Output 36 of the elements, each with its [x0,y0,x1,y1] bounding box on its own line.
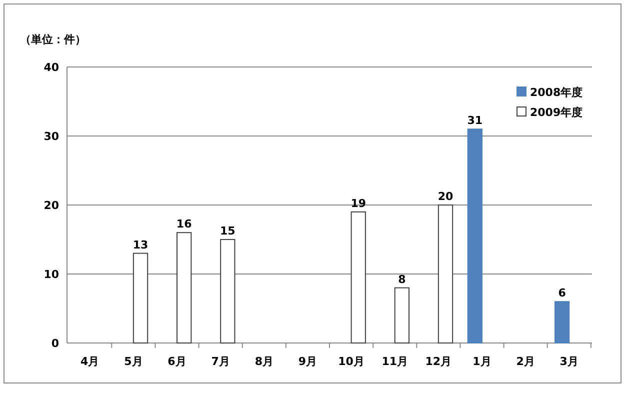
data-label: 20 [438,190,454,203]
bar [438,204,454,344]
x-tick-label: 3月 [560,355,578,368]
x-tick-label: 7月 [211,355,230,368]
legend-label: 2008年度 [530,86,583,99]
bar [132,252,148,344]
x-tick-label: 10月 [338,355,364,368]
y-tick-label: 30 [44,130,60,143]
data-label: 8 [398,272,406,286]
y-tick-label: 0 [51,336,60,350]
bar [394,287,410,344]
y-axis-title: （単位：件） [20,33,86,46]
x-tick-label: 12月 [425,355,452,368]
data-label: 13 [132,238,148,252]
x-tick-label: 11月 [382,355,408,368]
y-tick-label: 40 [44,60,60,74]
y-tick-label: 10 [44,268,60,281]
data-label: 6 [558,286,566,300]
data-label: 15 [220,224,236,238]
x-tick-label: 5月 [124,355,143,368]
x-tick-label: 6月 [168,355,186,368]
data-label: 31 [467,114,483,128]
x-tick-label: 9月 [298,355,318,368]
bar [350,211,366,344]
bar [176,232,192,344]
bar [220,239,236,344]
x-tick-label: 4月 [80,355,100,368]
data-label: 19 [350,196,366,210]
x-tick-label: 2月 [516,355,535,368]
bar [467,128,482,344]
y-tick-label: 20 [44,198,60,212]
x-tick-label: 8月 [254,355,274,368]
data-label: 16 [176,218,192,231]
legend-label: 2009年度 [530,106,583,119]
x-tick-label: 1月 [472,355,492,368]
bar [554,301,570,344]
